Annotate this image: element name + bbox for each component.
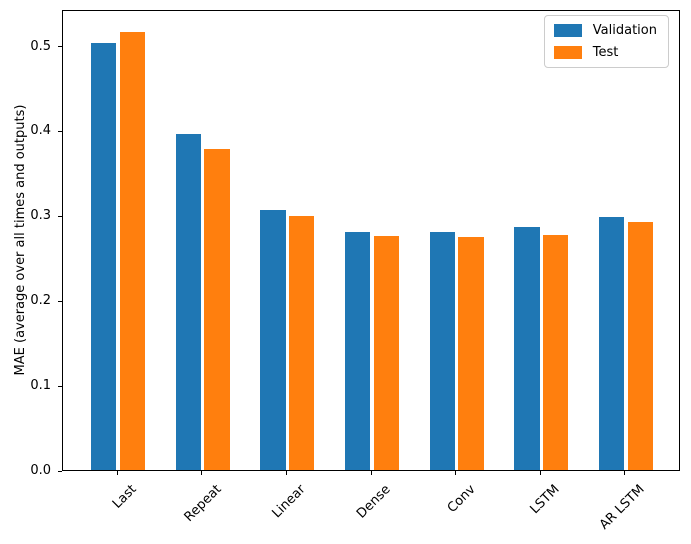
bar-test-dense bbox=[373, 235, 400, 470]
legend-swatch-test-icon bbox=[553, 46, 582, 59]
bar-test-repeat bbox=[204, 149, 230, 470]
legend-entry-validation: Validation bbox=[553, 23, 659, 38]
legend-swatch-validation-icon bbox=[553, 24, 582, 37]
y-tick-mark bbox=[58, 470, 62, 472]
legend-entry-test: Test bbox=[553, 45, 659, 60]
x-tick-label-ar-lstm: AR LSTM bbox=[596, 482, 648, 533]
bar-validation-dense bbox=[344, 232, 371, 470]
bar-test-last bbox=[119, 31, 146, 470]
y-tick-mark bbox=[58, 300, 62, 302]
bar-test-lstm bbox=[543, 234, 569, 470]
y-tick-mark bbox=[58, 215, 62, 217]
x-tick-mark bbox=[201, 471, 203, 475]
legend: Validation Test bbox=[543, 15, 669, 68]
y-tick-label: 0.1 bbox=[30, 378, 51, 394]
y-tick-mark bbox=[58, 46, 62, 47]
legend-label-test: Test bbox=[592, 45, 619, 60]
y-axis-tick-labels: 0.0 0.1 0.2 0.3 0.4 0.5 bbox=[0, 10, 51, 479]
y-tick-label: 0.5 bbox=[30, 38, 51, 54]
x-tick-mark bbox=[116, 471, 118, 475]
legend-label-validation: Validation bbox=[592, 23, 657, 38]
bar-validation-repeat bbox=[175, 133, 201, 470]
y-tick-mark bbox=[58, 130, 62, 132]
x-tick-mark bbox=[370, 471, 372, 475]
bar-test-conv bbox=[458, 237, 484, 470]
x-tick-label-last: Last bbox=[109, 482, 140, 512]
y-tick-label: 0.3 bbox=[30, 208, 51, 224]
bar-test-linear bbox=[289, 216, 315, 470]
x-tick-mark bbox=[455, 471, 457, 475]
x-tick-label-lstm: LSTM bbox=[527, 482, 563, 518]
bar-validation-linear bbox=[260, 210, 286, 470]
bar-validation-lstm bbox=[514, 227, 540, 470]
bar-test-ar-lstm bbox=[627, 222, 654, 470]
x-tick-mark bbox=[624, 471, 626, 475]
y-tick-label: 0.4 bbox=[30, 123, 51, 139]
x-tick-label-conv: Conv bbox=[444, 482, 479, 516]
bar-validation-ar-lstm bbox=[598, 217, 625, 470]
y-tick-label: 0.0 bbox=[30, 463, 51, 479]
y-tick-mark bbox=[58, 385, 62, 387]
bar-validation-conv bbox=[429, 232, 455, 470]
x-tick-label-linear: Linear bbox=[269, 482, 309, 522]
x-tick-label-dense: Dense bbox=[353, 482, 394, 522]
x-tick-mark bbox=[285, 471, 287, 475]
x-tick-mark bbox=[539, 471, 541, 475]
x-tick-label-repeat: Repeat bbox=[181, 482, 225, 525]
y-tick-label: 0.2 bbox=[30, 293, 51, 309]
plot-area: Validation Test bbox=[62, 10, 680, 471]
bar-validation-last bbox=[90, 42, 117, 470]
